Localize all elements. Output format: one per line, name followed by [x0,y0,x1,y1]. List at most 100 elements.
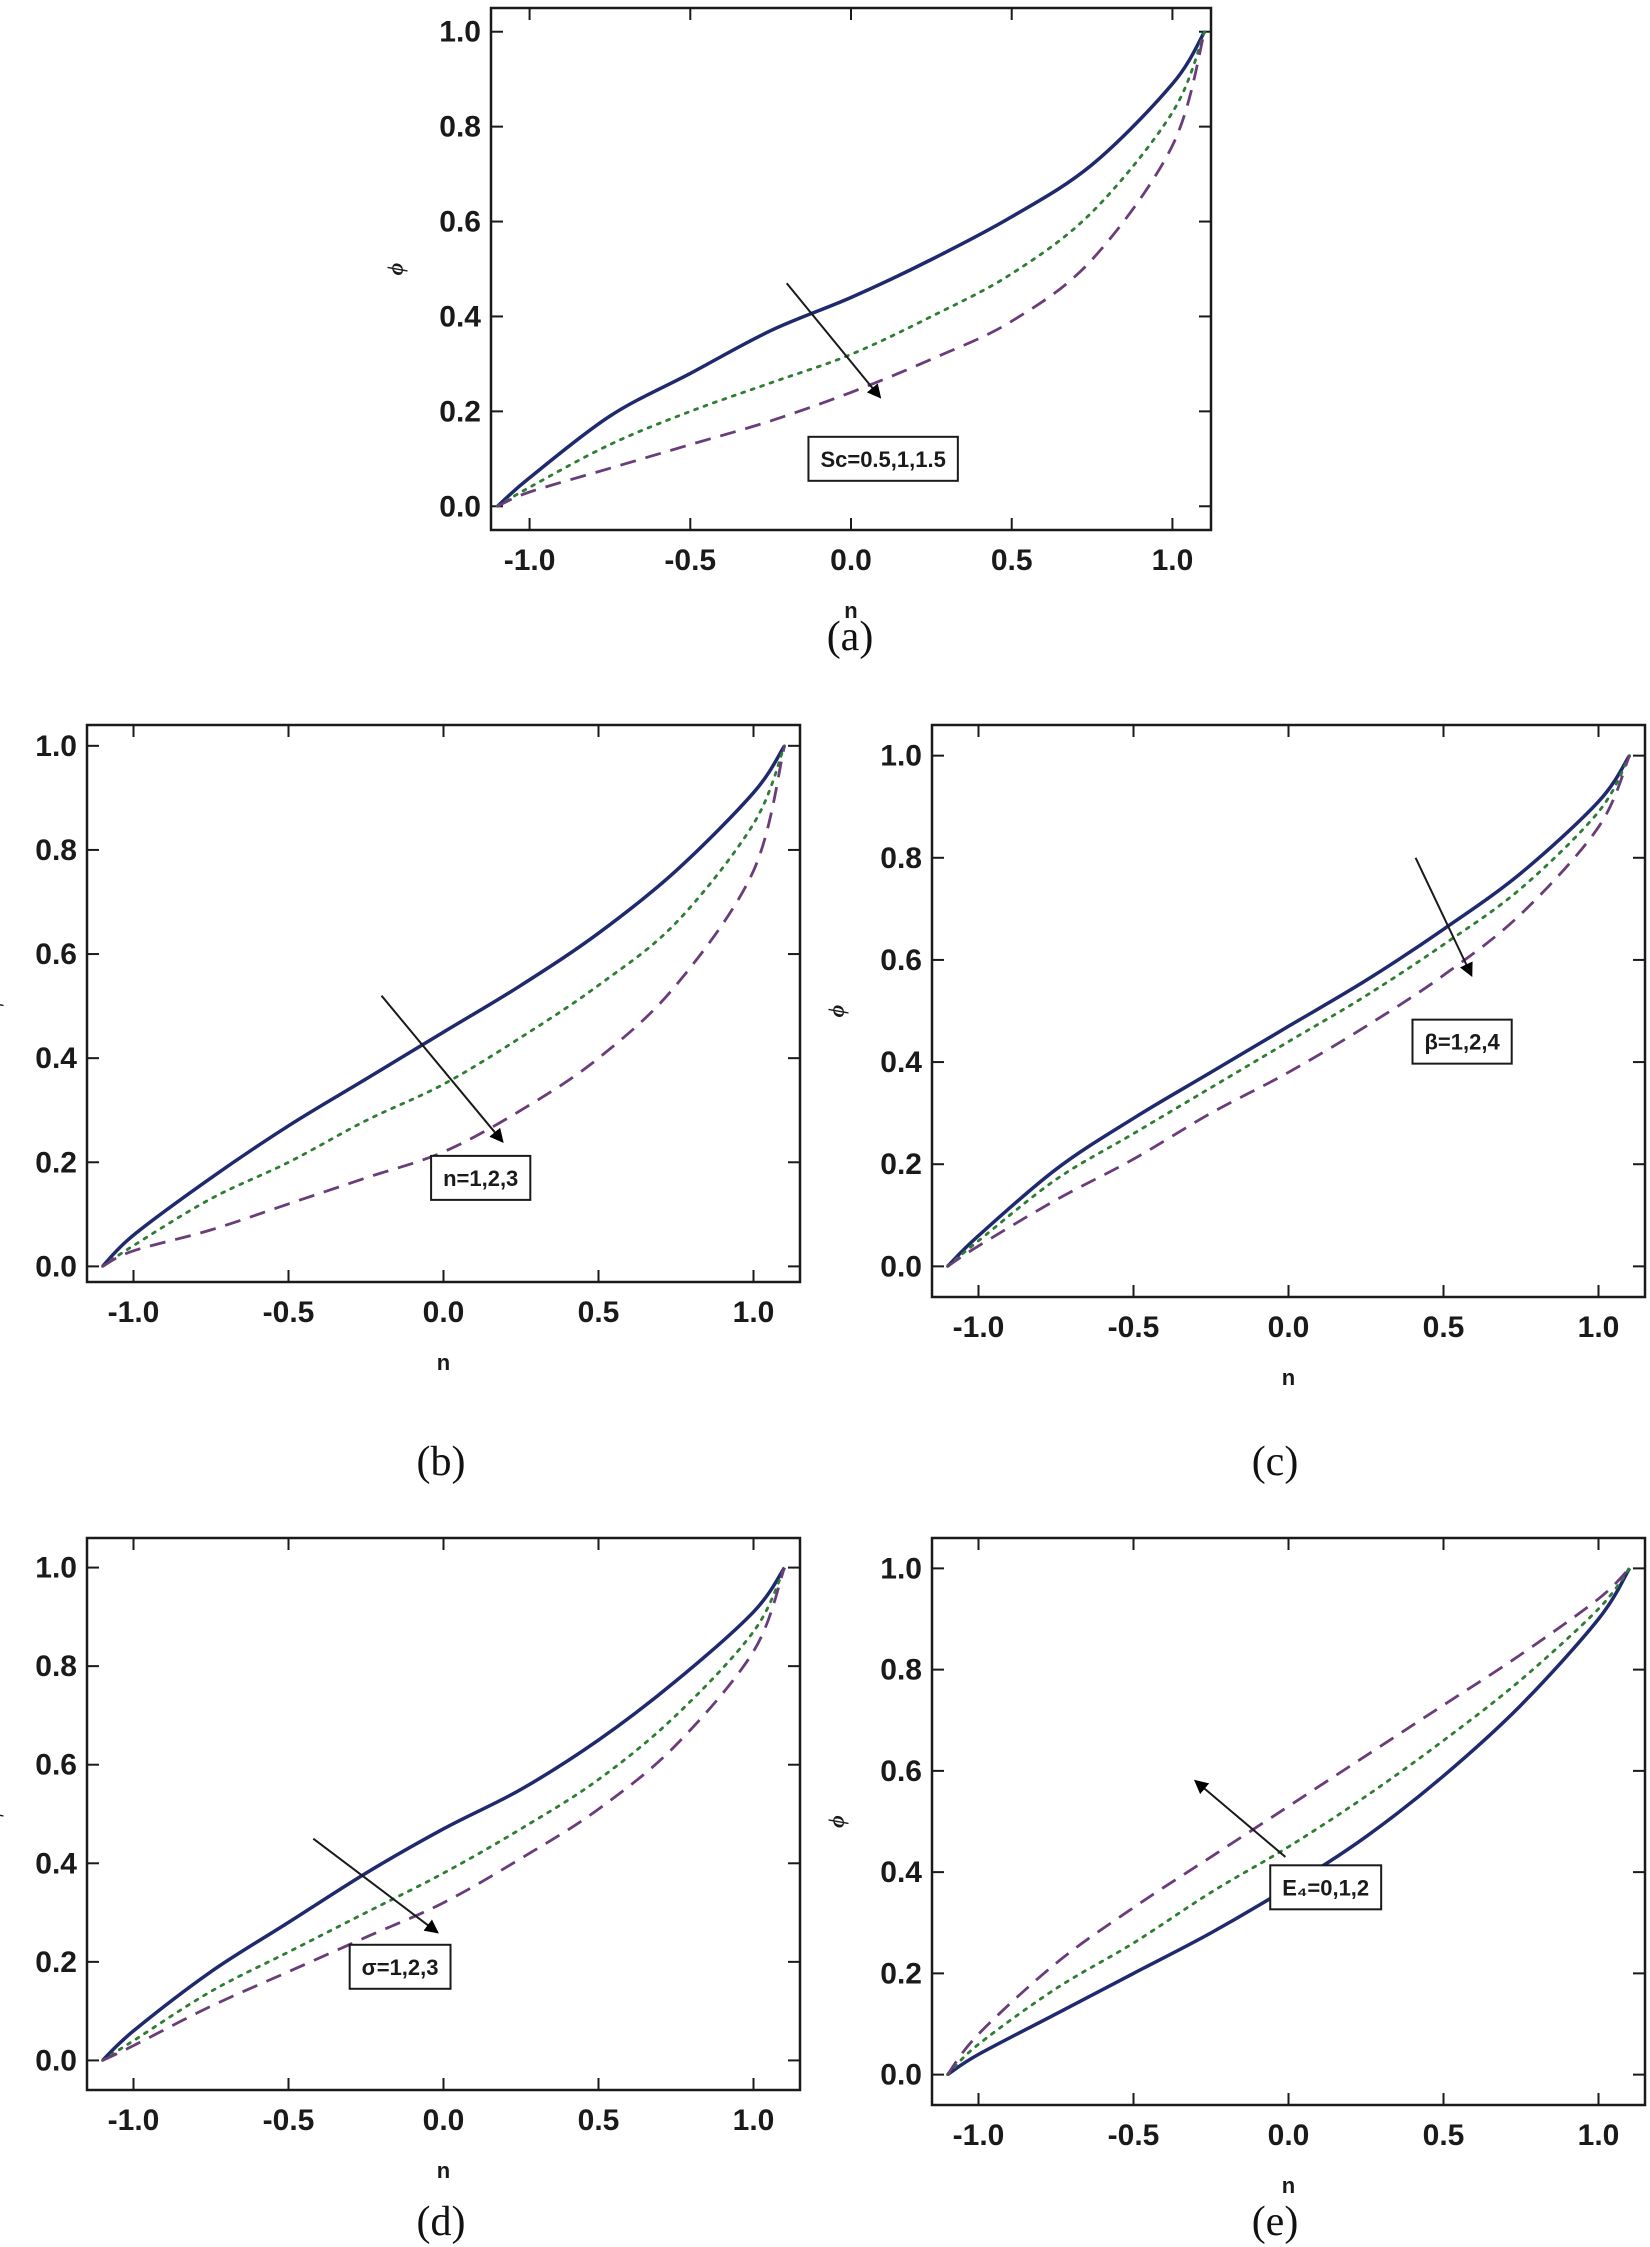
x-axis-label: n [844,598,857,623]
y-tick-label: 1.0 [35,1552,77,1585]
series-line-dashed [101,1567,786,2062]
plot-frame [85,1536,802,2092]
y-tick-label: 0.2 [880,1957,922,1990]
series-line-solid [101,1566,786,2062]
annotation-text: β=1,2,4 [1424,1030,1500,1055]
x-tick-label: 1.0 [1578,2119,1620,2152]
series-line-solid [946,754,1631,1268]
annotation-label: σ=1,2,3 [348,1943,452,1990]
panel-a: -1.0 -0.5 0.0 0.5 1.0 0.0 0.2 0.4 0.6 0.8 1.0 n ϕ Sc=… [383,6,1213,660]
y-axis-label: ϕ [383,262,408,275]
x-tick-label: 1.0 [1152,544,1194,577]
annotation-label: E₄=0,1,2 [1269,1864,1383,1911]
x-axis-label: n [1282,2173,1295,2198]
x-tick-label: 0.0 [830,544,872,577]
series-line-dashed [946,755,1631,1268]
panel-caption: (b) [417,1439,466,1485]
x-tick-label: 0.0 [1268,2119,1310,2152]
series-line-dashed [946,1567,1631,2076]
panel-d: -1.0 -0.5 0.0 0.5 1.0 0.0 0.2 0.4 0.6 0.8 1.0 n ϕ σ=1… [0,1536,802,2245]
y-tick-label: 0.8 [439,111,481,144]
x-tick-label: -1.0 [504,544,556,577]
panel-b: -1.0 -0.5 0.0 0.5 1.0 0.0 0.2 0.4 0.6 0.8 1.0 n ϕ n=1… [0,723,802,1485]
x-tick-label: 0.5 [1423,1311,1465,1344]
annotation-text: Sc=0.5,1,1.5 [820,447,945,472]
y-tick-label: 0.2 [439,395,481,428]
annotation-box [807,435,959,482]
y-tick-label: 0.4 [439,300,481,333]
annotation-box [1269,1864,1383,1911]
series-line-dotted [101,1566,786,2062]
y-tick-label: 0.4 [880,1046,922,1079]
y-tick-label: 1.0 [439,16,481,49]
x-axis-label: n [1282,1365,1295,1390]
x-tick-label: 0.0 [423,1296,465,1329]
series-line-dotted [946,754,1631,1268]
y-tick-label: 0.0 [35,1250,77,1283]
y-tick-label: 0.6 [35,1749,77,1782]
y-tick-label: 0.6 [880,1755,922,1788]
y-tick-label: 0.4 [35,1847,77,1880]
y-tick-label: 0.2 [35,1946,77,1979]
annotation-label: Sc=0.5,1,1.5 [807,435,959,482]
annotation-box [348,1943,452,1990]
x-tick-label: 0.5 [578,2104,620,2137]
y-tick-label: 0.4 [35,1042,77,1075]
y-tick-label: 0.0 [880,1250,922,1283]
y-tick-label: 1.0 [880,740,922,773]
y-tick-label: 0.4 [880,1856,922,1889]
x-tick-label: -1.0 [953,2119,1005,2152]
y-tick-label: 0.6 [439,206,481,239]
x-tick-label: 1.0 [733,2104,775,2137]
annotation-arrow [1193,1779,1287,1858]
annotation-text: σ=1,2,3 [362,1955,439,1980]
series-line-dotted [946,1567,1631,2076]
x-tick-label: 1.0 [733,1296,775,1329]
y-tick-label: 0.2 [35,1146,77,1179]
x-tick-label: -0.5 [1108,2119,1160,2152]
y-axis-label: ϕ [824,1815,849,1828]
annotation-label: n=1,2,3 [430,1154,532,1201]
x-tick-label: 0.0 [1268,1311,1310,1344]
y-axis-label: ϕ [824,1004,849,1017]
x-axis-label: n [437,1350,450,1375]
y-axis-label: ϕ [0,997,4,1010]
panel-c: -1.0 -0.5 0.0 0.5 1.0 0.0 0.2 0.4 0.6 0.8 1.0 n ϕ β=1… [824,723,1647,1485]
x-tick-label: -0.5 [263,1296,315,1329]
x-tick-label: -0.5 [263,2104,315,2137]
plot-frame [930,723,1647,1299]
annotation-box [430,1154,532,1201]
x-tick-label: 0.5 [578,1296,620,1329]
y-tick-label: 0.0 [35,2044,77,2077]
y-tick-label: 0.8 [880,842,922,875]
annotation-arrow [785,282,882,399]
annotation-arrow [380,995,504,1143]
annotation-label: β=1,2,4 [1411,1018,1513,1065]
y-tick-label: 1.0 [35,730,77,763]
y-tick-label: 0.8 [880,1654,922,1687]
series-line-dotted [101,744,786,1268]
series-line-dashed [496,31,1206,508]
x-tick-label: -1.0 [108,2104,160,2137]
x-tick-label: -0.5 [664,544,716,577]
panel-caption: (d) [417,2199,466,2245]
x-tick-label: -1.0 [108,1296,160,1329]
annotation-box [1411,1018,1513,1065]
y-tick-label: 0.6 [35,938,77,971]
series-line-dashed [101,745,786,1268]
y-axis-label: ϕ [0,1807,4,1820]
x-tick-label: -1.0 [953,1311,1005,1344]
chart-panels: -1.0 -0.5 0.0 0.5 1.0 0.0 0.2 0.4 0.6 0.8 1.0 n ϕ Sc=… [0,6,1647,2245]
series-line-solid [101,744,786,1268]
x-tick-label: 0.0 [423,2104,465,2137]
panel-e: -1.0 -0.5 0.0 0.5 1.0 0.0 0.2 0.4 0.6 0.8 1.0 n ϕ E₄=… [824,1536,1647,2245]
y-tick-label: 0.8 [35,834,77,867]
panel-caption: (c) [1252,1439,1299,1485]
y-tick-label: 0.2 [880,1148,922,1181]
plot-frame [930,1536,1647,2107]
x-tick-label: 0.5 [1423,2119,1465,2152]
y-tick-label: 1.0 [880,1552,922,1585]
x-tick-label: 1.0 [1578,1311,1620,1344]
annotation-arrow [312,1837,439,1934]
